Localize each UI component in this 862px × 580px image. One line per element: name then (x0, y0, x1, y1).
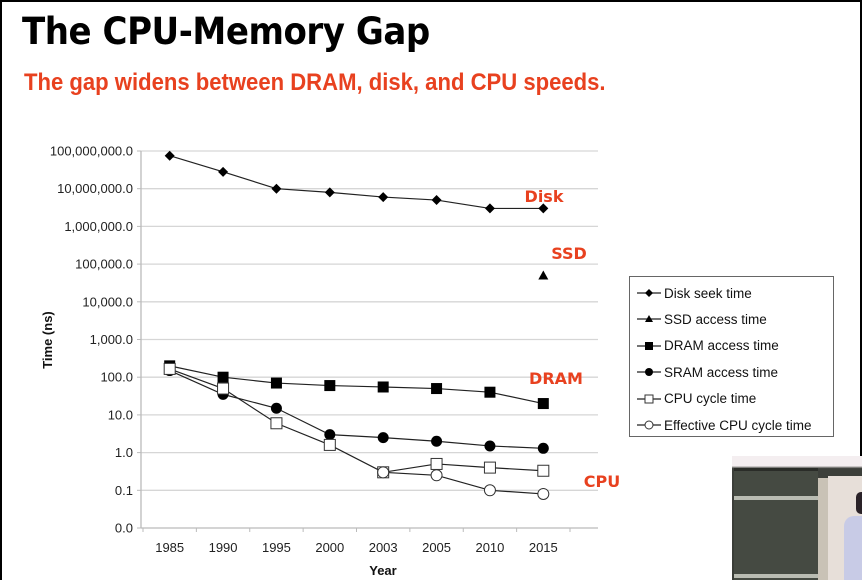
x-tick-label: 2000 (315, 540, 344, 555)
x-tick-label: 2015 (529, 540, 558, 555)
data-point (484, 440, 496, 452)
legend-marker-open-circle-icon (637, 420, 661, 430)
legend-label: CPU cycle time (664, 391, 757, 407)
data-point (430, 457, 443, 470)
series-line-dram-access-time (169, 365, 544, 405)
series-markers (163, 150, 550, 500)
data-point (217, 382, 230, 395)
annotation-cpu: CPU (584, 472, 620, 491)
data-point (537, 487, 550, 500)
data-point (483, 484, 496, 497)
y-tick-label: 10,000,000.0 (57, 181, 133, 196)
y-tick-label: 10,000.0 (82, 294, 133, 309)
annotation-disk: Disk (525, 187, 564, 206)
data-point (324, 380, 336, 392)
x-axis-title: Year (369, 563, 396, 578)
y-tick-label: 100,000.0 (75, 257, 133, 272)
data-point (270, 377, 282, 389)
data-point (484, 203, 495, 214)
slide-subtitle: The gap widens between DRAM, disk, and C… (24, 69, 606, 96)
data-point (431, 383, 443, 395)
data-point (324, 187, 335, 198)
y-tick-label: 1.0 (115, 445, 133, 460)
annotations: Disk SSD DRAM CPU (525, 187, 621, 491)
slide-title: The CPU-Memory Gap (22, 10, 430, 53)
legend-marker-triangle-icon (637, 315, 661, 323)
x-tick-label: 2010 (475, 540, 504, 555)
data-point (430, 469, 443, 482)
data-point (377, 381, 389, 393)
x-tick-label: 1985 (155, 540, 184, 555)
data-point (378, 192, 389, 203)
data-point (431, 195, 442, 206)
data-point (431, 435, 443, 447)
speaker-video-thumbnail (732, 456, 862, 580)
x-tick-label: 1995 (262, 540, 291, 555)
data-point (483, 461, 496, 474)
x-tick-label: 1990 (209, 540, 238, 555)
data-point (323, 438, 336, 451)
data-point (217, 371, 229, 383)
data-point (538, 203, 549, 214)
legend-item: Disk seek time (636, 280, 752, 306)
y-axis-ticks: 100,000,000.0 10,000,000.0 1,000,000.0 100,… (50, 144, 133, 536)
legend-label: Effective CPU cycle time (664, 417, 812, 433)
series-line-effective-cpu-cycle-time (383, 471, 544, 495)
data-point (484, 386, 496, 398)
legend-item: DRAM access time (636, 333, 779, 359)
annotation-ssd: SSD (551, 244, 587, 263)
data-point (538, 270, 549, 280)
data-point (164, 150, 175, 161)
data-point (270, 417, 283, 430)
x-tick-label: 2003 (369, 540, 398, 555)
data-point (377, 432, 389, 444)
legend-marker-diamond-icon (637, 289, 661, 297)
series-line-cpu-cycle-time (169, 368, 544, 473)
legend-label: SSD access time (664, 311, 767, 327)
legend-item: SSD access time (636, 306, 767, 332)
legend-item: SRAM access time (636, 359, 778, 385)
legend-item: Effective CPU cycle time (636, 412, 812, 438)
data-point (377, 466, 390, 479)
series-lines (169, 155, 544, 495)
legend: Disk seek time SSD access time DRAM access… (629, 276, 834, 437)
y-tick-label: 10.0 (108, 407, 133, 422)
legend-item: CPU cycle time (636, 386, 756, 412)
series-line-disk-seek-time (169, 155, 544, 210)
legend-marker-square-icon (637, 341, 661, 350)
data-point (537, 464, 550, 477)
legend-label: Disk seek time (664, 285, 752, 301)
data-point (324, 429, 336, 441)
data-point (537, 398, 549, 410)
series-line-sram-access-time (169, 370, 544, 449)
y-tick-label: 1,000.0 (90, 332, 133, 347)
speaker (844, 516, 862, 580)
x-tick-label: 2005 (422, 540, 451, 555)
y-axis-title: Time (ns) (40, 311, 55, 369)
data-point (271, 183, 282, 194)
y-tick-label: 1,000,000.0 (64, 219, 133, 234)
data-point (537, 442, 549, 454)
legend-label: DRAM access time (664, 338, 779, 354)
gridlines (137, 150, 598, 529)
data-point (270, 402, 282, 414)
legend-label: SRAM access time (664, 364, 779, 380)
annotation-dram: DRAM (529, 369, 583, 388)
y-tick-label: 0.1 (115, 483, 133, 498)
x-axis: 1985 1990 1995 2000 2003 2005 2010 2015 (142, 528, 571, 555)
y-tick-label: 100,000,000.0 (50, 144, 133, 159)
chalkboard (734, 468, 818, 580)
legend-marker-circle-icon (637, 368, 661, 377)
data-point (163, 362, 176, 375)
y-tick-label: 0.0 (115, 521, 133, 536)
legend-marker-open-square-icon (637, 394, 661, 404)
y-tick-label: 100.0 (100, 370, 133, 385)
data-point (218, 166, 229, 177)
